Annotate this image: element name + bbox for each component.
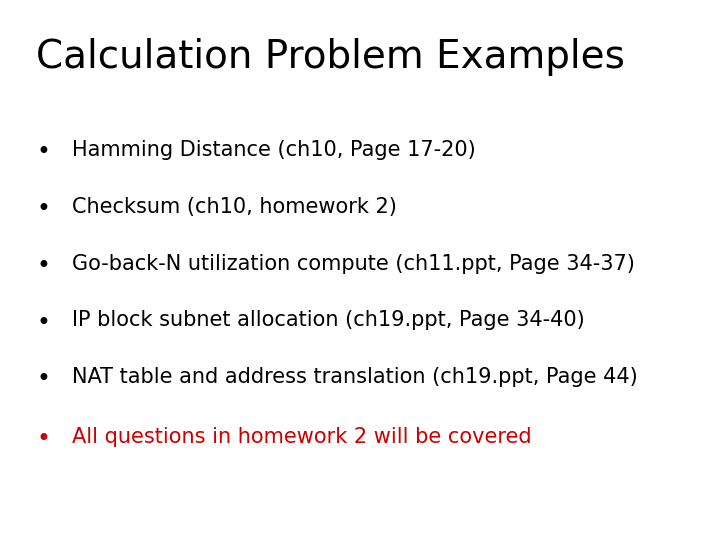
Text: IP block subnet allocation (ch19.ppt, Page 34-40): IP block subnet allocation (ch19.ppt, Pa… (72, 310, 585, 330)
Text: •: • (36, 310, 50, 334)
Text: Hamming Distance (ch10, Page 17-20): Hamming Distance (ch10, Page 17-20) (72, 140, 476, 160)
Text: All questions in homework 2 will be covered: All questions in homework 2 will be cove… (72, 427, 531, 447)
Text: Checksum (ch10, homework 2): Checksum (ch10, homework 2) (72, 197, 397, 217)
Text: •: • (36, 140, 50, 164)
Text: •: • (36, 254, 50, 278)
Text: •: • (36, 427, 50, 450)
Text: Go-back-N utilization compute (ch11.ppt, Page 34-37): Go-back-N utilization compute (ch11.ppt,… (72, 254, 635, 274)
Text: NAT table and address translation (ch19.ppt, Page 44): NAT table and address translation (ch19.… (72, 367, 638, 387)
Text: •: • (36, 367, 50, 391)
Text: Calculation Problem Examples: Calculation Problem Examples (36, 38, 625, 76)
Text: •: • (36, 197, 50, 221)
